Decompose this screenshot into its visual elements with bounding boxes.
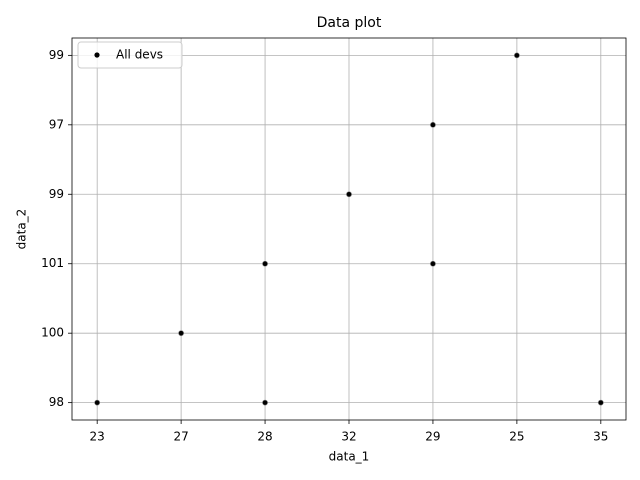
x-tick-label: 35	[593, 430, 608, 444]
plot-frame	[71, 37, 627, 421]
point	[430, 260, 436, 267]
point	[597, 399, 604, 406]
point	[346, 191, 352, 198]
y-tick-label: 99	[49, 48, 64, 62]
legend-marker	[94, 52, 100, 58]
point	[262, 399, 268, 406]
x-tick-label: 32	[341, 430, 356, 444]
y-tick-label: 99	[49, 187, 64, 201]
x-tick-label: 28	[257, 430, 272, 444]
y-tick-label: 101	[41, 256, 64, 270]
point	[94, 399, 101, 406]
legend-box	[77, 41, 183, 69]
x-tick-label: 25	[509, 430, 524, 444]
point	[262, 260, 268, 267]
x-tick-label: 23	[90, 430, 105, 444]
y-tick-label: 97	[49, 117, 64, 131]
x-axis-label: data_1	[329, 450, 370, 464]
point	[513, 52, 520, 59]
chart-title: Data plot	[317, 15, 382, 31]
x-tick-label: 29	[425, 430, 440, 444]
point	[430, 121, 436, 128]
y-axis-label: data_2	[15, 209, 29, 250]
legend-label: All devs	[116, 48, 163, 62]
point	[178, 330, 185, 337]
x-tick-label: 27	[173, 430, 188, 444]
y-tick-label: 98	[49, 395, 64, 409]
y-tick-label: 100	[41, 326, 64, 340]
